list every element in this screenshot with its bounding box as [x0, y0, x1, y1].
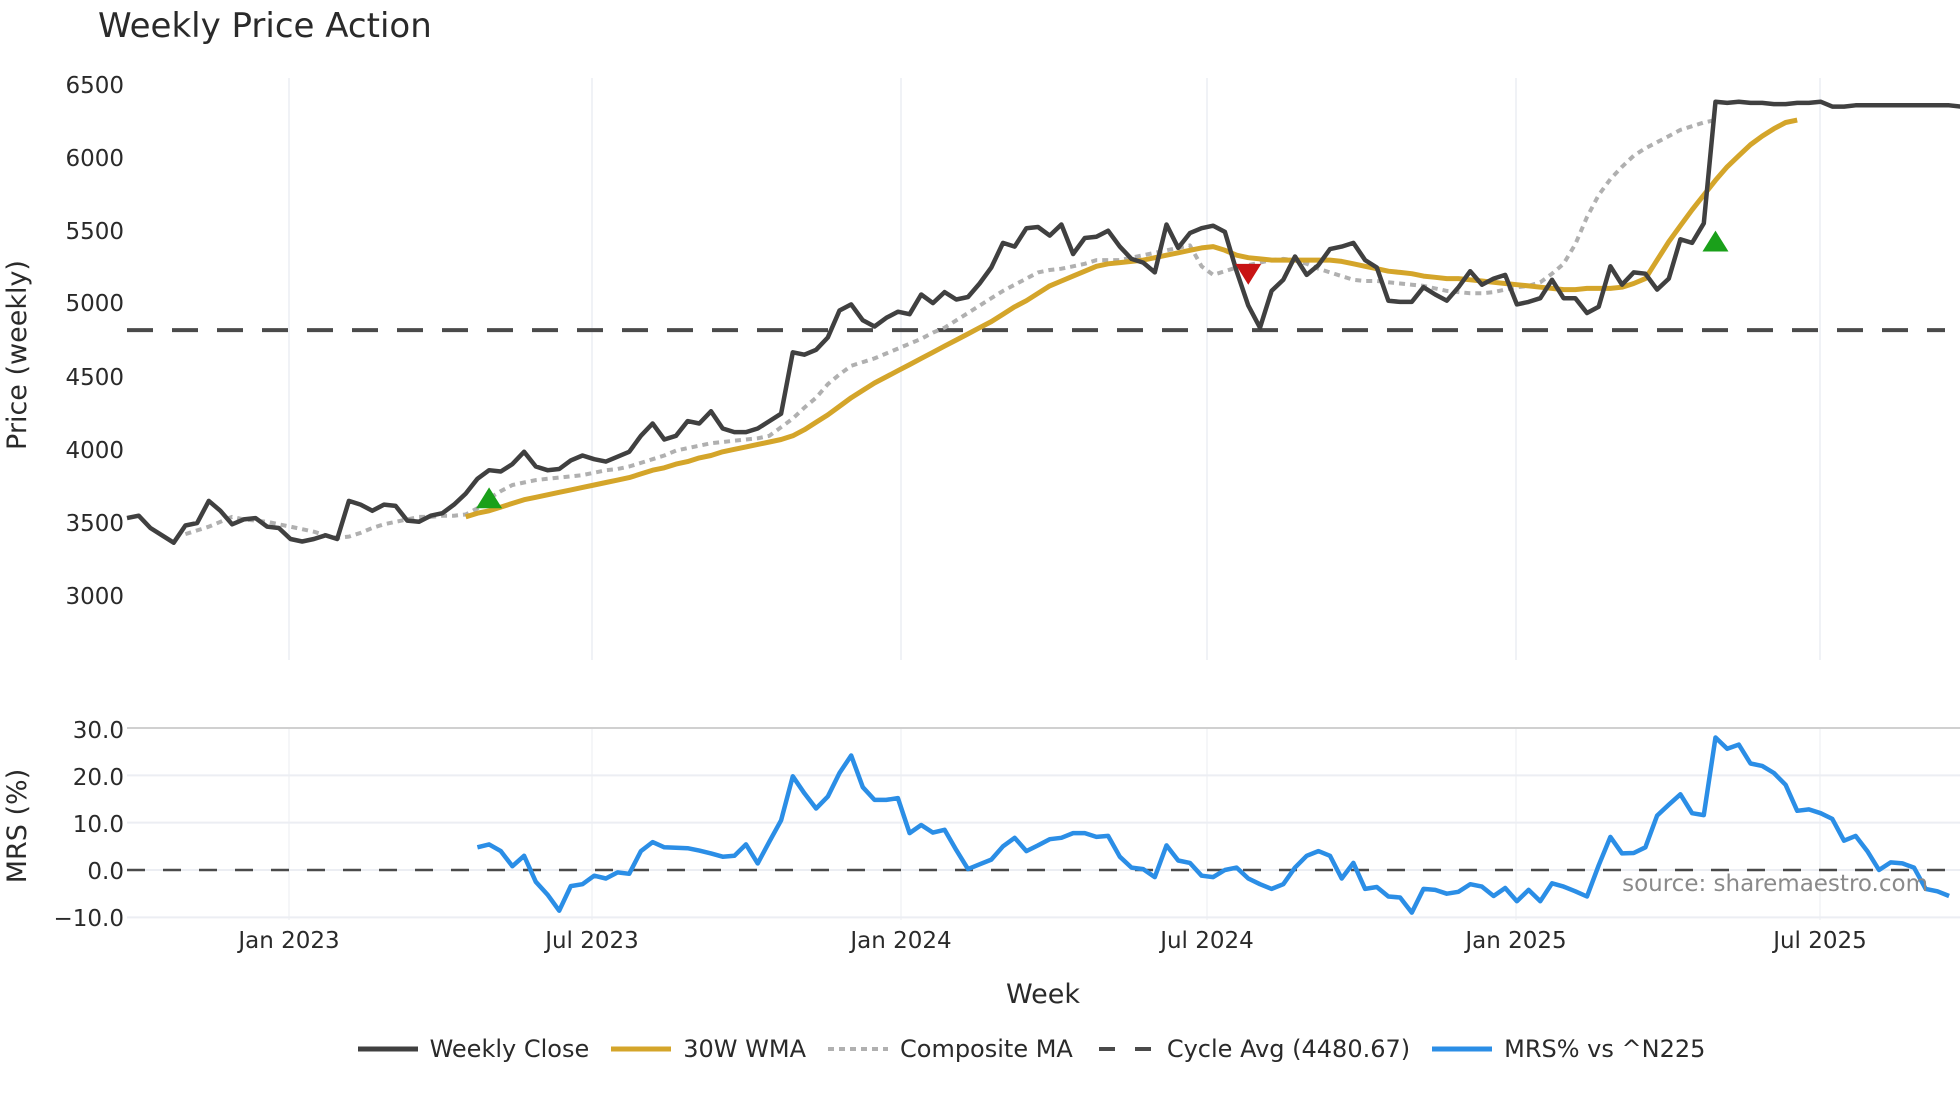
- weekly-close-line: [126, 99, 1960, 545]
- legend-label: Weekly Close: [429, 1035, 590, 1063]
- price-tick: 4000: [65, 438, 124, 464]
- legend-label: Cycle Avg (4480.67): [1166, 1035, 1411, 1063]
- price-tick: 5500: [65, 219, 124, 245]
- x-tick: Jan 2024: [848, 928, 951, 954]
- chart-title: Weekly Price Action: [98, 6, 432, 46]
- legend-label: MRS% vs ^N225: [1504, 1035, 1706, 1063]
- legend-item-weekly-close[interactable]: Weekly Close: [357, 1035, 590, 1063]
- price-tick: 4500: [65, 365, 124, 391]
- x-axis-title: Week: [1006, 979, 1080, 1010]
- source-annotation: source: sharemaestro.com: [1622, 871, 1928, 897]
- price-tick: 6500: [65, 73, 124, 99]
- dotted-line-icon: [828, 1043, 888, 1055]
- price-tick: 5000: [65, 291, 124, 317]
- mrs-y-axis-title: MRS (%): [2, 769, 33, 884]
- legend-item-30w-wma[interactable]: 30W WMA: [611, 1035, 806, 1063]
- x-tick: Jul 2023: [543, 928, 639, 954]
- legend-item-composite-ma[interactable]: Composite MA: [828, 1035, 1073, 1063]
- price-y-axis-title: Price (weekly): [2, 260, 33, 450]
- mrs-tick: 10.0: [73, 812, 124, 838]
- legend-item-mrs[interactable]: MRS% vs ^N225: [1432, 1035, 1705, 1063]
- mrs-line: [476, 735, 1950, 915]
- mrs-plot-area: [127, 735, 1960, 915]
- solid-line-icon: [1432, 1043, 1493, 1055]
- x-tick: Jan 2023: [236, 928, 339, 954]
- price-tick: 6000: [65, 146, 124, 172]
- mrs-tick: 30.0: [73, 718, 124, 744]
- price-tick: 3500: [65, 511, 124, 537]
- legend-item-cycle-avg[interactable]: Cycle Avg (4480.67): [1095, 1035, 1410, 1063]
- price-tick: 3000: [65, 584, 124, 610]
- legend-label: 30W WMA: [683, 1035, 806, 1063]
- buy-signal-triangle-up-icon: [1702, 230, 1729, 252]
- legend: Weekly Close 30W WMA Composite MA Cycle …: [0, 1035, 1960, 1063]
- mrs-tick: 20.0: [73, 765, 124, 791]
- dashed-line-icon: [1095, 1043, 1155, 1055]
- mrs-y-axis: 30.0 20.0 10.0 0.0 −10.0: [54, 718, 124, 932]
- solid-line-icon: [357, 1043, 418, 1055]
- wma-line: [464, 117, 1798, 520]
- mrs-tick: −10.0: [54, 906, 124, 932]
- legend-label: Composite MA: [900, 1035, 1073, 1063]
- x-axis: Jan 2023 Jul 2023 Jan 2024 Jul 2024 Jan …: [236, 928, 1866, 954]
- x-tick: Jan 2025: [1463, 928, 1566, 954]
- x-tick: Jul 2025: [1771, 928, 1867, 954]
- price-y-axis: 6500 6000 5500 5000 4500 4000 3500 3000: [65, 73, 124, 610]
- x-tick: Jul 2024: [1158, 928, 1254, 954]
- solid-line-icon: [611, 1043, 672, 1055]
- mrs-tick: 0.0: [87, 859, 124, 885]
- price-plot-area: [126, 99, 1960, 545]
- price-gridlines: [288, 78, 1821, 660]
- sell-signal-triangle-down-icon: [1235, 263, 1262, 285]
- buy-signal-triangle-up-icon: [476, 487, 503, 509]
